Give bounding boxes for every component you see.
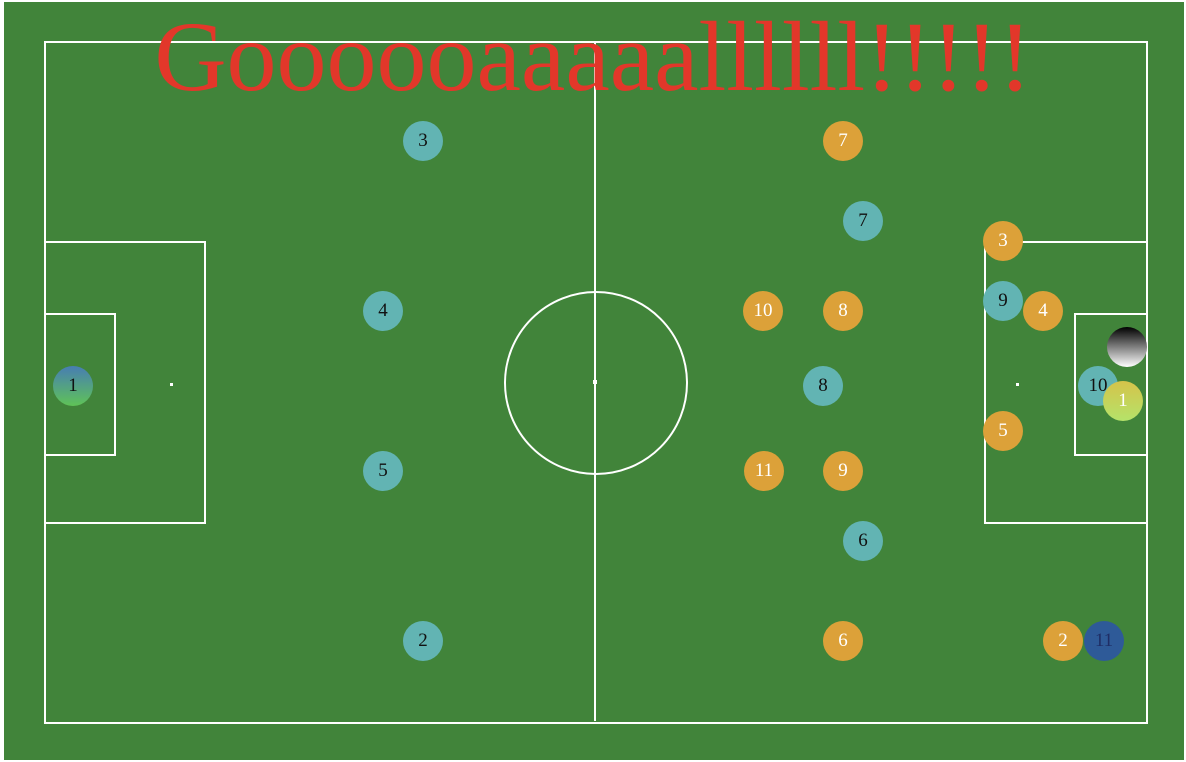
away-player-9[interactable]: 9	[823, 451, 863, 491]
home-player-3[interactable]: 3	[403, 121, 443, 161]
away-player-4[interactable]: 4	[1023, 291, 1063, 331]
away-player-8[interactable]: 8	[823, 291, 863, 331]
center-circle	[504, 291, 688, 475]
away-player-6[interactable]: 6	[823, 621, 863, 661]
home-player-5[interactable]: 5	[363, 451, 403, 491]
away-player-2[interactable]: 2	[1043, 621, 1083, 661]
home-player-2[interactable]: 2	[403, 621, 443, 661]
right-penalty-spot	[1016, 383, 1019, 386]
home-player-4[interactable]: 4	[363, 291, 403, 331]
home-player-11[interactable]: 11	[1084, 621, 1124, 661]
away-player-10[interactable]: 10	[743, 291, 783, 331]
home-goalkeeper-1[interactable]: 1	[53, 366, 93, 406]
home-player-8[interactable]: 8	[803, 366, 843, 406]
ball-icon[interactable]	[1107, 327, 1147, 367]
center-spot	[593, 380, 597, 384]
away-player-5[interactable]: 5	[983, 411, 1023, 451]
away-goalkeeper-1[interactable]: 1	[1103, 381, 1143, 421]
right-goal-box	[1074, 313, 1148, 456]
home-player-9[interactable]: 9	[983, 281, 1023, 321]
home-player-6[interactable]: 6	[843, 521, 883, 561]
away-player-3[interactable]: 3	[983, 221, 1023, 261]
left-penalty-spot	[170, 383, 173, 386]
away-player-7[interactable]: 7	[823, 121, 863, 161]
away-player-11[interactable]: 11	[744, 451, 784, 491]
left-goal-box	[44, 313, 116, 456]
home-player-7[interactable]: 7	[843, 201, 883, 241]
